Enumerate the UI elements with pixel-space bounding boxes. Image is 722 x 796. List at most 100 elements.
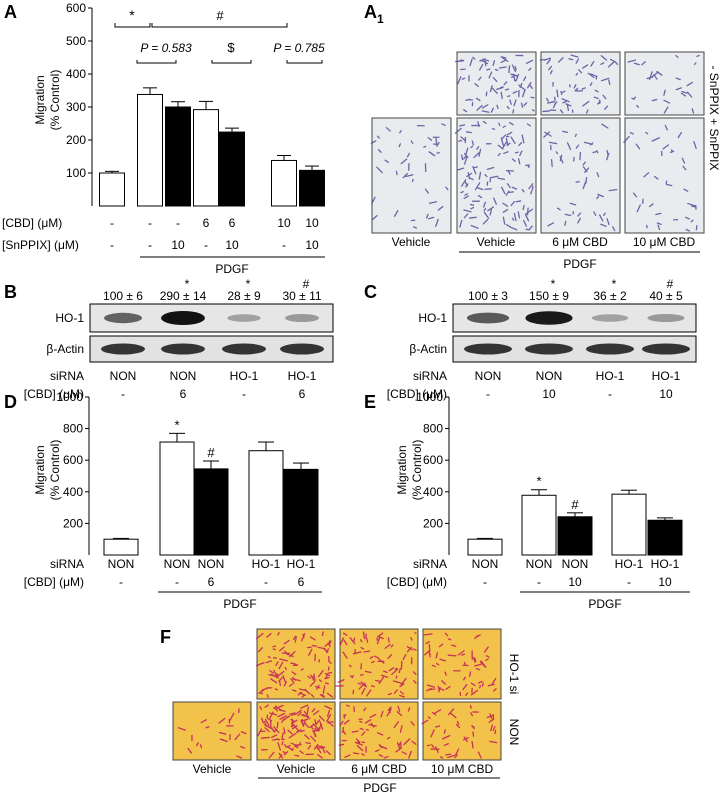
- micrograph-cells: [177, 708, 247, 759]
- blot-quant: 28 ± 9: [227, 289, 261, 303]
- micrograph-cells: [423, 632, 497, 697]
- blot-sirna-value: HO-1: [288, 369, 317, 383]
- blot-cbd-value: -: [242, 387, 246, 401]
- blot-band-ho1: [466, 312, 510, 324]
- D-sirna-value: NON: [198, 557, 225, 571]
- E-bar: [611, 493, 647, 556]
- blot-sirna-label: siRNA: [50, 369, 84, 383]
- blot-quant-mark: *: [612, 277, 617, 291]
- chart-a-cbd-value: -: [110, 216, 114, 230]
- blot-row-actin: β-Actin: [409, 342, 447, 356]
- chart-e-ylabel-1: Migration: [395, 445, 409, 494]
- E-ytick-label: 800: [423, 422, 443, 436]
- blot-cbd-label: [CBD] (μM): [387, 387, 447, 401]
- micrograph-f-bottom-vehicle-pdgf: [256, 701, 336, 761]
- panel-f-pdgf: PDGF: [363, 781, 396, 795]
- E-ytick-label: 600: [423, 453, 443, 467]
- blot-quant: 36 ± 2: [593, 289, 627, 303]
- blot-band-actin: [222, 343, 266, 355]
- blot-band-ho1: [591, 314, 629, 322]
- D-ytick-label: 200: [63, 516, 83, 530]
- D-cbd-value: -: [264, 575, 268, 589]
- micrograph-a1-bottom-6cbd: [540, 117, 621, 234]
- D-sirna-value: HO-1: [287, 557, 316, 571]
- blot-quant-mark: *: [185, 277, 190, 291]
- micrograph-f-top-vehicle-pdgf: [256, 628, 336, 700]
- A-bar: [219, 131, 245, 207]
- panel-a1-column-label: 10 μM CBD: [633, 235, 696, 249]
- chart-a-cbd-value: 10: [277, 216, 291, 230]
- A-ytick-label: 300: [66, 100, 86, 114]
- D-bar: [193, 468, 229, 556]
- D-ytick-label: 600: [63, 453, 83, 467]
- A-ytick-label: 500: [66, 34, 86, 48]
- panel-label-f: F: [160, 627, 171, 647]
- micrograph-cells: [335, 631, 417, 698]
- micrograph-cells: [543, 123, 618, 232]
- micrograph-cells: [338, 704, 417, 759]
- micrograph-background: [339, 701, 419, 761]
- blot-band-ho1: [103, 312, 143, 324]
- panel-label-a: A: [4, 2, 17, 22]
- E-sirna-value: HO-1: [615, 557, 644, 571]
- D-bar: [248, 450, 284, 556]
- blot-cbd-label: [CBD] (μM): [24, 387, 84, 401]
- D-sirna-value: NON: [108, 557, 135, 571]
- E-ytick-label: 200: [423, 516, 443, 530]
- chart-a-conditions: - - - - - 10 6 - 6 10 10 - 10 10: [110, 216, 319, 252]
- D-cbd-value: 6: [208, 575, 215, 589]
- chart-a-cbd-value: 6: [203, 216, 210, 230]
- blot-cbd-value: 6: [299, 387, 306, 401]
- E-sirna-value: HO-1: [651, 557, 680, 571]
- micrograph-cells: [539, 54, 619, 114]
- chart-a-pdgf: PDGF: [215, 262, 248, 276]
- D-pdgf: PDGF: [223, 597, 256, 611]
- micrograph-f-bottom-10cbd: [421, 701, 502, 761]
- panel-a1-row-label: - SnPPIX + SnPPIX: [707, 65, 721, 170]
- panel-label-d: D: [4, 392, 17, 412]
- panel-f-column-label: 6 μM CBD: [351, 762, 407, 776]
- E-bar: [467, 538, 503, 556]
- blot-sirna-value: HO-1: [596, 369, 625, 383]
- D-cbd-value: 6: [298, 575, 305, 589]
- chart-a-cbd-value: -: [148, 216, 152, 230]
- blot-quant: 150 ± 9: [529, 289, 569, 303]
- D-sirna-value: NON: [164, 557, 191, 571]
- blot-band-actin: [101, 343, 145, 355]
- micrograph-f-bottom-vehicle: [172, 701, 252, 761]
- blot-band-actin: [642, 343, 690, 355]
- chart-a-significance: [114, 23, 323, 64]
- blot-band-ho1: [227, 314, 261, 322]
- micrograph-a1-bottom-vehicle: [370, 117, 452, 234]
- micrograph-cells: [421, 704, 498, 759]
- blot-quant: 100 ± 3: [468, 289, 508, 303]
- blot-cbd-value: 10: [542, 387, 556, 401]
- chart-a: 100 200 300 400 500 600: [66, 1, 325, 207]
- A-bar: [193, 109, 219, 207]
- chart-a-snppix-value: -: [282, 238, 286, 252]
- micrograph-f-top-6cbd: [335, 628, 419, 700]
- chart-a-cbd-value: 10: [305, 216, 319, 230]
- blot-quant: 40 ± 5: [649, 289, 683, 303]
- blot-band-ho1: [525, 311, 573, 325]
- blot-row-ho1: HO-1: [418, 311, 447, 325]
- A-bar: [271, 159, 297, 207]
- micrograph-a1-top-vehicle-pdgf: [454, 51, 537, 116]
- blot-sirna-value: NON: [475, 369, 502, 383]
- micrograph-cells: [256, 631, 333, 698]
- chart-a-cbd-value: 6: [229, 216, 236, 230]
- micrograph-a1-top-6cbd: [539, 51, 621, 116]
- A-ytick-label: 400: [66, 67, 86, 81]
- panel-a1-pdgf: PDGF: [563, 257, 596, 271]
- chart-a-snppix-value: 10: [225, 238, 239, 252]
- blot-c: 100 ± 3 150 ± 9*36 ± 2*40 ± 5#HO-1β-Actin…: [387, 277, 697, 401]
- D-bar: [159, 441, 195, 556]
- chart-e: 200 400 600 800 1000 * # siRNA [CBD] (μM) NON - NON…: [387, 390, 690, 611]
- A-ytick-label: 200: [66, 133, 86, 147]
- blot-cbd-value: 6: [180, 387, 187, 401]
- micrograph-background: [172, 701, 252, 761]
- A-bar: [137, 93, 163, 207]
- panel-label-e: E: [364, 392, 376, 412]
- E-ytick-label: 1000: [416, 390, 443, 404]
- blot-sirna-value: NON: [110, 369, 137, 383]
